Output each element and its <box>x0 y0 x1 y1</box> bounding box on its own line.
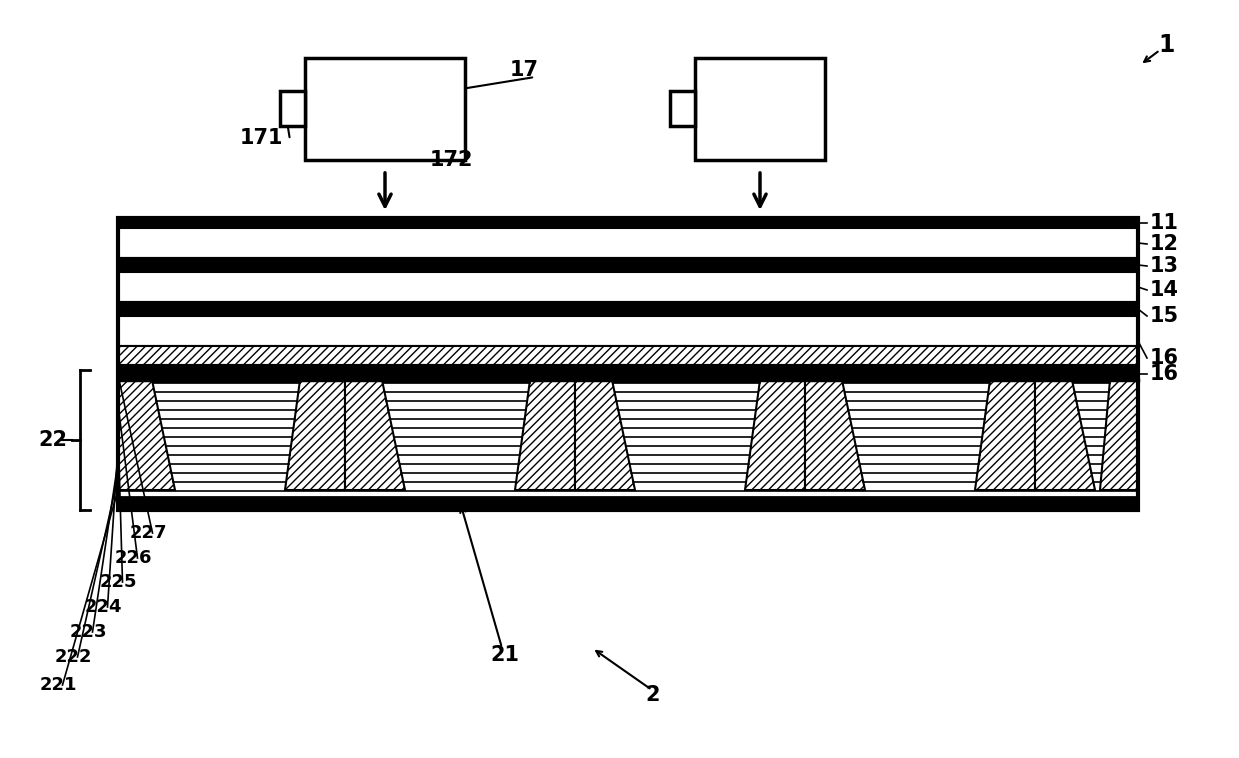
Polygon shape <box>382 380 530 490</box>
Text: 21: 21 <box>489 645 519 665</box>
Bar <box>670 91 695 126</box>
Text: 223: 223 <box>69 623 108 641</box>
Text: 226: 226 <box>115 549 152 567</box>
Polygon shape <box>575 380 636 490</box>
Bar <box>118 302 1137 316</box>
Text: 14: 14 <box>1150 280 1180 300</box>
Bar <box>575 372 805 380</box>
Polygon shape <box>344 380 405 490</box>
Bar <box>118 497 1137 510</box>
Polygon shape <box>515 380 575 490</box>
Polygon shape <box>1100 380 1137 490</box>
Bar <box>118 316 1137 346</box>
Text: 172: 172 <box>430 150 473 170</box>
Bar <box>118 372 344 380</box>
Polygon shape <box>1072 380 1110 490</box>
Bar <box>344 372 575 380</box>
Bar <box>118 346 1137 366</box>
Polygon shape <box>745 380 805 490</box>
Polygon shape <box>843 380 990 490</box>
Text: 2: 2 <box>646 685 659 705</box>
Text: 222: 222 <box>55 648 93 666</box>
Text: 15: 15 <box>1150 306 1180 326</box>
Bar <box>118 370 1137 497</box>
Bar <box>695 58 825 160</box>
Bar <box>118 370 1137 510</box>
Text: 171: 171 <box>240 128 284 148</box>
Text: 224: 224 <box>85 598 123 616</box>
Text: 227: 227 <box>130 524 167 542</box>
Text: 13: 13 <box>1150 256 1180 276</box>
Text: 12: 12 <box>1150 234 1180 254</box>
Text: 22: 22 <box>38 430 67 450</box>
Polygon shape <box>805 380 865 490</box>
Bar <box>118 376 1137 382</box>
Text: 11: 11 <box>1150 213 1180 233</box>
Bar <box>118 218 1137 228</box>
Bar <box>1035 372 1137 380</box>
Bar <box>305 58 465 160</box>
Polygon shape <box>118 380 175 490</box>
Text: 16: 16 <box>1150 364 1180 384</box>
Polygon shape <box>152 380 300 490</box>
Bar <box>118 366 1137 372</box>
Bar <box>118 218 1137 366</box>
Text: 16: 16 <box>1150 348 1180 368</box>
Polygon shape <box>1035 380 1095 490</box>
Text: 17: 17 <box>510 60 539 80</box>
Text: 1: 1 <box>1158 33 1175 57</box>
Text: 221: 221 <box>40 676 78 694</box>
Bar <box>118 228 1137 258</box>
Bar <box>280 91 305 126</box>
Bar <box>118 258 1137 272</box>
Bar <box>118 272 1137 302</box>
Polygon shape <box>612 380 760 490</box>
Text: 225: 225 <box>100 573 138 591</box>
Polygon shape <box>975 380 1035 490</box>
Bar <box>805 372 1035 380</box>
Polygon shape <box>285 380 344 490</box>
